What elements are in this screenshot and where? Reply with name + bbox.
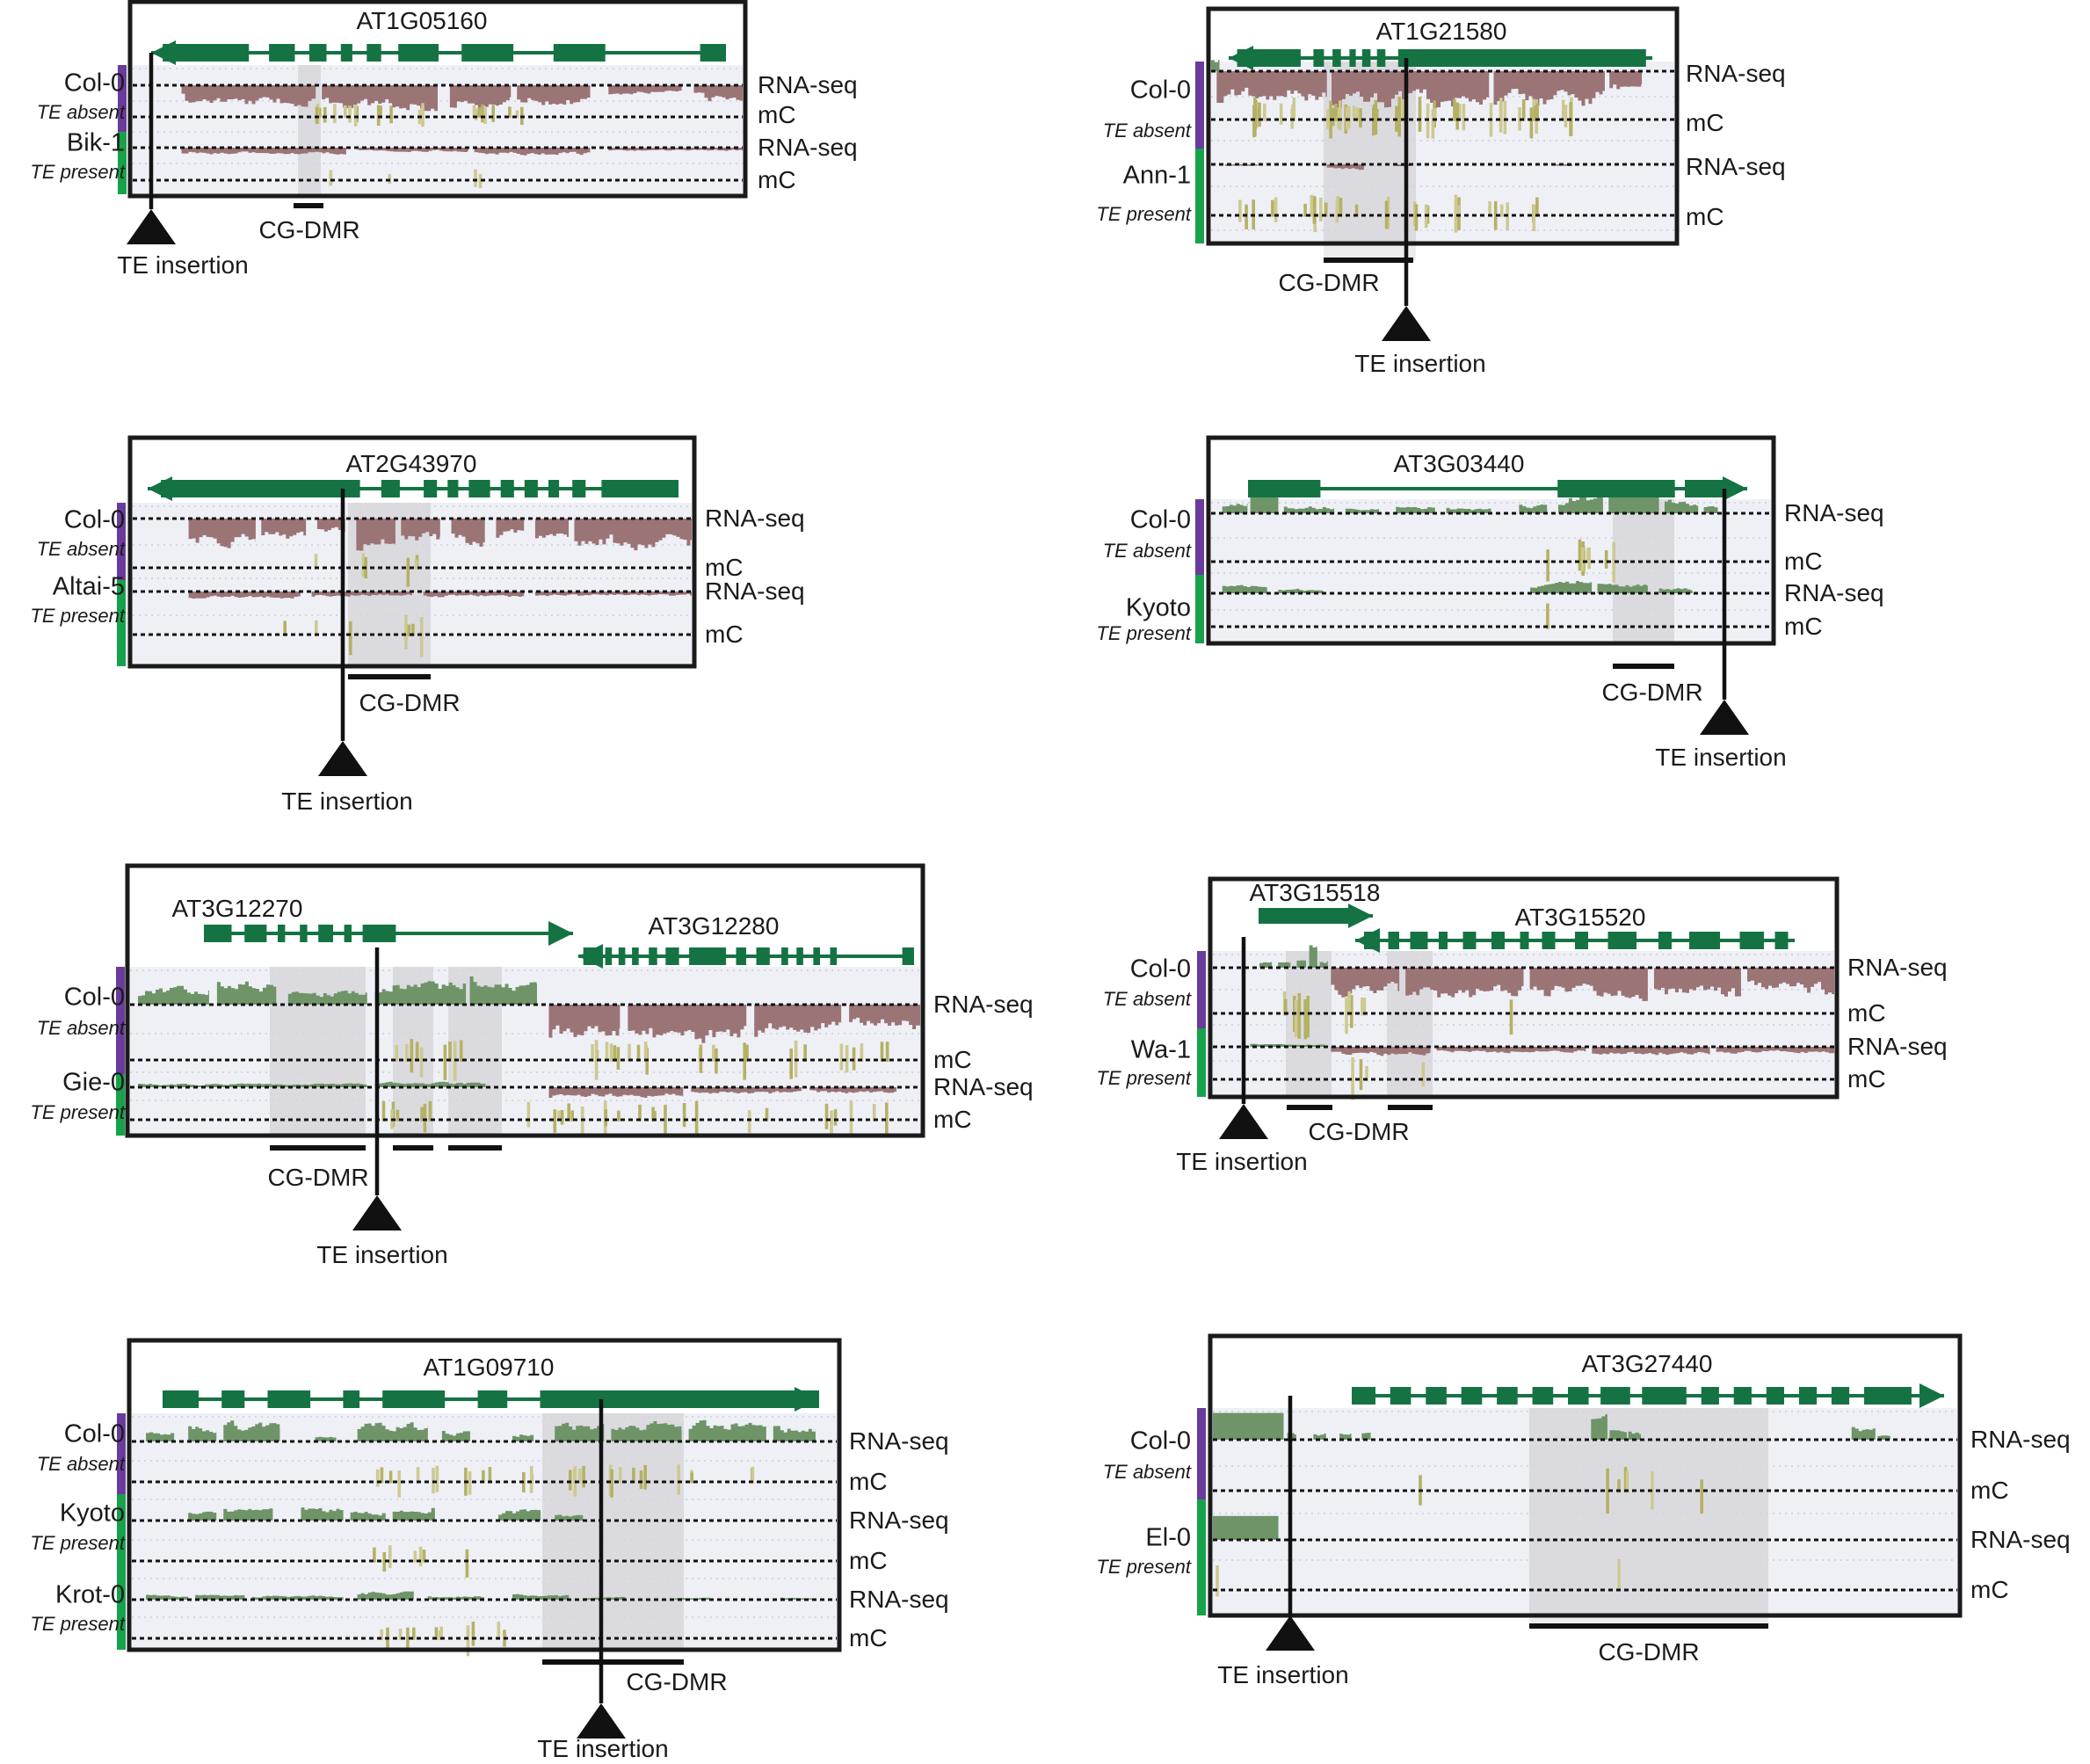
track-label-mc: mC [1784,613,1823,640]
te-status-label: TE present [30,1613,125,1635]
te-insertion-label: TE insertion [1176,1148,1308,1175]
track-label-mc: mC [849,1547,888,1574]
track-label-mc: mC [849,1624,888,1651]
te-insertion-label: TE insertion [537,1735,669,1762]
gene-title: AT2G43970 [345,450,477,477]
track-label-rna: RNA-seq [933,1073,1034,1100]
accession-label: Col-0 [1129,505,1191,534]
accession-label: Krot-0 [55,1580,125,1609]
te-status-label: TE present [30,1532,125,1554]
gene-title: AT3G12280 [648,912,780,940]
te-status-label: TE absent [1102,1461,1191,1483]
track-label-mc: mC [933,1106,972,1133]
cg-dmr-label: CG-DMR [626,1668,728,1695]
track-label-mc: mC [1970,1477,2009,1504]
track-label-rna: RNA-seq [1686,153,1786,180]
te-insertion-label: TE insertion [281,788,413,815]
cg-dmr-label: CG-DMR [258,216,360,243]
track-label-mc: mC [933,1046,972,1073]
accession-label: Gie-0 [62,1068,125,1097]
accession-label: Col-0 [63,1419,125,1448]
track-label-rna: RNA-seq [1686,60,1786,87]
track-label-rna: RNA-seq [1847,954,1948,981]
track-label-mc: mC [1847,999,1886,1027]
track-label-rna: RNA-seq [849,1506,949,1534]
track-label-rna: RNA-seq [705,505,805,532]
accession-label: Ann-1 [1122,161,1191,190]
te-status-label: TE present [1096,1067,1191,1089]
track-label-rna: RNA-seq [849,1586,949,1613]
track-label-mc: mC [1847,1065,1886,1093]
cg-dmr-label: CG-DMR [1601,679,1703,706]
te-status-label: TE absent [1102,988,1191,1010]
cg-dmr-label: CG-DMR [1308,1118,1410,1145]
track-label-rna: RNA-seq [849,1427,949,1455]
te-status-label: TE absent [36,1453,125,1475]
te-status-label: TE absent [36,538,125,560]
gene-title: AT3G03440 [1393,450,1525,477]
te-status-label: TE present [30,161,125,183]
cg-dmr-label: CG-DMR [1598,1638,1700,1666]
gene-title: AT1G21580 [1375,18,1507,45]
track-label-rna: RNA-seq [1847,1033,1948,1060]
te-insertion-label: TE insertion [1354,350,1486,377]
gene-title: AT3G12270 [171,895,303,922]
te-status-label: TE absent [36,101,125,123]
accession-label: Kyoto [1125,593,1191,622]
cg-dmr-label: CG-DMR [359,689,461,716]
track-label-rna: RNA-seq [1970,1526,2071,1553]
te-status-label: TE present [30,1101,125,1123]
track-label-mc: mC [705,554,744,581]
te-status-label: TE present [1096,622,1191,644]
track-label-mc: mC [1970,1576,2009,1603]
te-status-label: TE present [1096,1556,1191,1578]
accession-label: Wa-1 [1130,1035,1191,1064]
accession-label: Altai-5 [52,572,125,601]
accession-label: Col-0 [1129,1426,1191,1455]
gene-title: AT3G15518 [1249,879,1381,906]
accession-label: Col-0 [63,69,125,98]
accession-label: Kyoto [59,1499,125,1528]
track-label-rna: RNA-seq [1784,579,1884,606]
te-status-label: TE absent [36,1017,125,1039]
te-insertion-label: TE insertion [117,251,249,279]
track-label-mc: mC [705,621,744,648]
cg-dmr-label: CG-DMR [1278,269,1380,296]
track-label-mc: mC [758,166,796,193]
accession-label: Col-0 [1129,955,1191,984]
gene-title: AT1G09710 [423,1354,555,1381]
accession-label: Bik-1 [66,128,125,157]
gene-title: AT3G15520 [1514,904,1646,931]
track-label-mc: mC [1686,109,1724,136]
gene-title: AT3G27440 [1581,1350,1713,1377]
te-status-label: TE absent [1102,540,1191,562]
gene-title: AT1G05160 [356,7,488,34]
track-label-rna: RNA-seq [758,134,858,161]
accession-label: Col-0 [1129,76,1191,105]
te-insertion-label: TE insertion [1217,1661,1349,1688]
accession-label: Col-0 [63,983,125,1012]
accession-label: Col-0 [63,505,125,534]
te-insertion-label: TE insertion [316,1241,448,1268]
accession-label: El-0 [1145,1523,1191,1552]
track-label-mc: mC [1784,548,1823,575]
te-status-label: TE present [30,605,125,627]
track-label-rna: RNA-seq [758,71,858,98]
track-label-rna: RNA-seq [1970,1426,2071,1453]
track-label-rna: RNA-seq [705,577,805,605]
track-label-mc: mC [1686,203,1724,230]
track-label-rna: RNA-seq [1784,499,1884,526]
track-label-mc: mC [849,1468,888,1495]
track-label-rna: RNA-seq [933,991,1034,1018]
te-status-label: TE present [1096,203,1191,225]
cg-dmr-label: CG-DMR [267,1164,369,1191]
te-status-label: TE absent [1102,120,1191,142]
te-insertion-label: TE insertion [1655,744,1787,771]
track-label-mc: mC [758,101,796,128]
